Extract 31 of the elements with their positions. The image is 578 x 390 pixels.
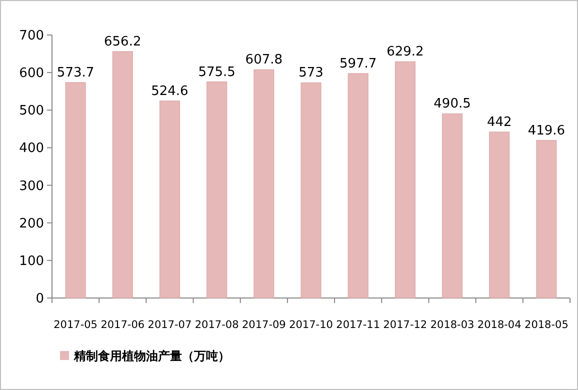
x-tick-label: 2017-10 xyxy=(289,319,333,331)
y-tick-label: 600 xyxy=(19,66,44,82)
data-label: 597.7 xyxy=(339,56,377,72)
y-tick-label: 300 xyxy=(19,178,44,194)
y-tick-label: 500 xyxy=(19,104,44,119)
data-label: 524.6 xyxy=(151,84,188,99)
x-tick-label: 2017-08 xyxy=(194,319,239,331)
x-tick-label: 2017-05 xyxy=(54,319,98,331)
data-label: 575.5 xyxy=(198,64,236,80)
x-tick-label: 2018-05 xyxy=(524,319,568,331)
x-tick-label: 2017-12 xyxy=(383,319,428,331)
x-tick-label: 2017-09 xyxy=(242,319,286,331)
data-label: 573.7 xyxy=(56,65,94,80)
legend-label: 精制食用植物油产量（万吨） xyxy=(73,349,230,363)
data-label: 442 xyxy=(486,114,512,130)
data-label: 656.2 xyxy=(104,34,142,50)
x-tick-label: 2018-04 xyxy=(477,319,522,331)
x-tick-label: 2017-07 xyxy=(148,319,192,331)
x-tick-label: 2017-06 xyxy=(100,319,145,331)
y-tick-label: 200 xyxy=(19,216,44,232)
y-tick-label: 0 xyxy=(36,292,44,306)
data-label: 490.5 xyxy=(434,96,471,112)
y-tick-label: 400 xyxy=(19,141,44,156)
data-label: 419.6 xyxy=(528,123,566,138)
data-label: 573 xyxy=(298,66,324,81)
x-tick-label: 2018-03 xyxy=(430,319,474,331)
data-label: 607.8 xyxy=(245,52,283,68)
data-label: 629.2 xyxy=(386,44,424,60)
y-tick-label: 100 xyxy=(19,254,44,269)
y-tick-label: 700 xyxy=(19,28,44,44)
x-tick-label: 2017-11 xyxy=(336,319,380,331)
